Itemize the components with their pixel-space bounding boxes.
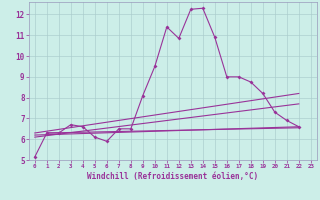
X-axis label: Windchill (Refroidissement éolien,°C): Windchill (Refroidissement éolien,°C) bbox=[87, 172, 258, 181]
